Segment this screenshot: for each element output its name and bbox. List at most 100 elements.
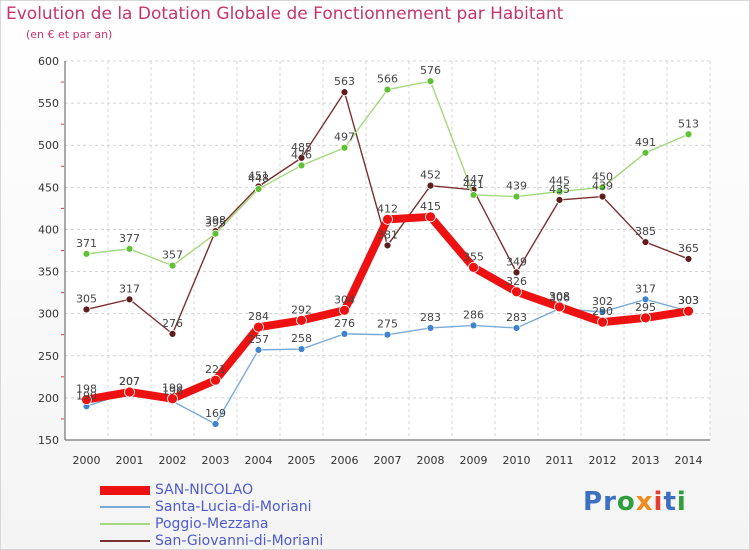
logo-letter: P <box>583 487 604 517</box>
x-tick-label: 2014 <box>675 454 703 467</box>
y-tick-label: 200 <box>38 392 59 405</box>
data-label: 258 <box>291 332 312 345</box>
data-label: 485 <box>291 141 312 154</box>
data-label: 292 <box>291 303 312 316</box>
data-point <box>297 345 306 353</box>
y-tick-label: 250 <box>38 350 59 363</box>
data-point <box>512 192 521 201</box>
data-point <box>426 77 435 86</box>
y-tick-label: 500 <box>38 139 59 152</box>
data-point <box>468 261 479 273</box>
legend-swatch <box>100 540 150 542</box>
data-label: 448 <box>248 172 269 185</box>
data-label: 295 <box>635 301 656 314</box>
data-point <box>512 268 521 277</box>
data-label: 221 <box>205 363 226 376</box>
data-label: 190 <box>76 389 97 402</box>
data-label: 576 <box>420 64 441 77</box>
data-point <box>469 191 478 199</box>
data-label: 198 <box>76 383 97 396</box>
data-point <box>124 386 135 398</box>
data-point <box>211 420 220 428</box>
data-point <box>684 255 693 263</box>
data-point <box>383 330 392 339</box>
data-label: 451 <box>248 169 269 182</box>
data-point <box>425 211 436 223</box>
x-tick-label: 2004 <box>245 454 273 467</box>
logo-letter: r <box>603 487 617 517</box>
data-point <box>555 196 564 204</box>
series-layer <box>81 77 694 428</box>
data-point <box>125 244 134 253</box>
x-tick-label: 2002 <box>159 454 187 467</box>
logo-letter: o <box>616 487 636 517</box>
data-label: 308 <box>549 290 570 303</box>
y-tick-label: 600 <box>38 55 59 68</box>
data-point <box>598 308 607 316</box>
legend-label: San-Giovanni-di-Moriani <box>155 533 324 549</box>
data-point <box>340 143 349 152</box>
axis-layer: 150 200 250 300 350 400 450 500 550 600 2000 2001 20… <box>38 55 710 467</box>
data-point <box>511 286 522 298</box>
data-point <box>469 321 478 330</box>
data-label: 303 <box>678 294 699 307</box>
data-label: 290 <box>592 305 613 318</box>
data-label: 276 <box>162 317 183 330</box>
x-tick-label: 2008 <box>417 454 445 467</box>
plot-area <box>65 61 710 440</box>
data-label: 199 <box>162 382 183 395</box>
data-label: 385 <box>635 225 656 238</box>
data-label: 349 <box>506 255 527 268</box>
grid-layer <box>64 60 711 441</box>
data-label: 497 <box>334 131 355 144</box>
data-label: 283 <box>420 311 441 324</box>
data-point <box>168 329 177 338</box>
legend-label: SAN-NICOLAO <box>155 482 254 498</box>
data-label: 395 <box>205 217 226 230</box>
x-tick-label: 2003 <box>202 454 230 467</box>
data-label: 566 <box>377 73 398 86</box>
data-label: 304 <box>334 293 355 306</box>
data-label: 275 <box>377 318 398 331</box>
data-point <box>125 295 134 304</box>
legend-swatch <box>100 506 150 508</box>
data-label: 476 <box>291 148 312 161</box>
data-point <box>167 393 178 405</box>
x-tick-label: 2007 <box>374 454 402 467</box>
data-point <box>253 321 264 333</box>
legend-label: Poggio-Mezzana <box>155 516 269 532</box>
data-label: 326 <box>506 275 527 288</box>
data-label: 435 <box>549 183 570 196</box>
logo-letter: x <box>635 487 654 517</box>
chart-subtitle: (en € et par an) <box>26 28 113 41</box>
data-label: 415 <box>420 200 441 213</box>
line-chart: 150 200 250 300 350 400 450 500 550 600 2000 2001 20… <box>38 55 711 467</box>
data-label: 284 <box>248 310 269 323</box>
x-tick-label: 2013 <box>632 454 660 467</box>
data-label: 398 <box>205 214 226 227</box>
x-tick-label: 2010 <box>503 454 531 467</box>
data-label: 445 <box>549 175 570 188</box>
data-point <box>383 85 392 94</box>
data-label: 303 <box>678 294 699 307</box>
data-label: 257 <box>248 333 269 346</box>
data-label: 439 <box>506 180 527 193</box>
data-point <box>254 345 263 354</box>
data-point <box>641 148 650 157</box>
data-label: 381 <box>377 228 398 241</box>
data-label: 491 <box>635 136 656 149</box>
legend-swatch <box>100 486 150 495</box>
data-label: 302 <box>592 295 613 308</box>
x-tick-label: 2000 <box>73 454 101 467</box>
y-tick-label: 150 <box>38 434 59 447</box>
data-label: 377 <box>119 232 140 245</box>
data-label: 317 <box>635 282 656 295</box>
data-label: 365 <box>678 242 699 255</box>
data-label: 452 <box>420 169 441 182</box>
data-label: 306 <box>549 292 570 305</box>
data-label: 283 <box>506 311 527 324</box>
data-label: 450 <box>592 170 613 183</box>
data-point <box>340 88 349 97</box>
data-point <box>254 185 263 193</box>
data-label: 412 <box>377 202 398 215</box>
